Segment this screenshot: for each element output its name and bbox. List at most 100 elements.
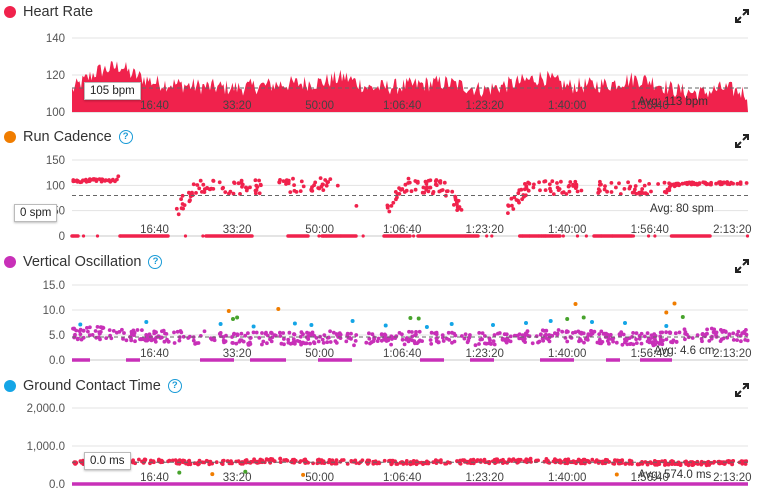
- x-tick-label: 1:56:40: [631, 224, 669, 236]
- data-point: [428, 185, 433, 190]
- expand-icon[interactable]: [735, 383, 749, 397]
- data-point: [742, 459, 747, 464]
- vertical-oscillation-chart[interactable]: 0.0 5.0 10.0 15.0 Avg: 4.6 cm 16:40 33:20 50:00…: [0, 250, 759, 372]
- data-point: [649, 461, 654, 466]
- data-point: [459, 208, 464, 212]
- data-point: [563, 458, 567, 463]
- data-point: [177, 470, 182, 475]
- data-point: [721, 336, 726, 341]
- data-point: [538, 188, 542, 193]
- x-tick-label: 16:40: [140, 348, 169, 360]
- data-point: [720, 330, 725, 334]
- data-point: [509, 196, 514, 201]
- x-tick-label: 1:40:00: [548, 472, 586, 484]
- data-point: [664, 310, 669, 315]
- data-point: [622, 187, 627, 191]
- data-point: [160, 234, 164, 238]
- data-point: [383, 323, 388, 328]
- data-point: [176, 212, 181, 217]
- data-point: [638, 179, 642, 183]
- data-point: [537, 180, 541, 185]
- data-point: [201, 234, 205, 238]
- data-point: [339, 234, 343, 238]
- data-point: [344, 339, 349, 344]
- data-point: [292, 321, 297, 326]
- data-point: [609, 181, 614, 185]
- data-point: [695, 333, 700, 337]
- help-icon[interactable]: ?: [148, 255, 163, 269]
- data-point: [87, 333, 92, 338]
- data-point: [121, 337, 125, 341]
- vertical-oscillation-title-label: Vertical Oscillation: [23, 254, 142, 270]
- data-point: [573, 179, 578, 184]
- heart-rate-chart[interactable]: 100 120 140 Avg: 113 bpm 16:40 33:20 50:00 1:06…: [0, 0, 759, 122]
- data-point: [270, 457, 275, 461]
- help-icon[interactable]: ?: [118, 130, 133, 144]
- data-point: [349, 331, 353, 336]
- data-point: [527, 234, 532, 238]
- data-point: [426, 178, 431, 183]
- data-point: [455, 459, 460, 464]
- data-point: [647, 339, 652, 344]
- data-point: [81, 328, 86, 333]
- data-point: [735, 332, 739, 337]
- expand-icon[interactable]: [735, 259, 749, 273]
- data-point: [159, 335, 164, 340]
- data-point: [579, 188, 584, 193]
- data-point: [652, 461, 657, 466]
- help-icon[interactable]: ?: [167, 379, 182, 393]
- data-point: [578, 337, 582, 341]
- data-point: [95, 234, 100, 238]
- data-point: [553, 331, 557, 335]
- data-point: [568, 180, 573, 184]
- data-point: [559, 179, 563, 184]
- data-point: [383, 333, 388, 338]
- data-point: [670, 340, 675, 345]
- data-point: [270, 335, 275, 340]
- data-point: [548, 319, 553, 323]
- data-point: [532, 182, 536, 187]
- data-point: [360, 458, 365, 463]
- vertical-oscillation-panel: Vertical Oscillation ? 0.0 5.0 10.0 15.0 Avg…: [0, 250, 759, 372]
- data-point: [78, 322, 83, 327]
- data-point: [618, 192, 623, 196]
- data-point: [137, 457, 141, 462]
- data-point: [180, 202, 185, 206]
- data-point: [132, 330, 137, 335]
- data-point: [88, 178, 93, 183]
- x-tick-label: 2:13:20: [713, 224, 751, 236]
- data-point: [739, 339, 743, 344]
- data-point: [294, 190, 299, 194]
- data-point: [116, 174, 121, 179]
- data-point: [287, 330, 292, 335]
- data-point: [77, 329, 82, 333]
- data-point: [431, 190, 436, 194]
- data-point: [616, 459, 620, 464]
- data-point: [153, 339, 158, 344]
- data-point: [164, 332, 169, 336]
- data-point: [709, 182, 713, 187]
- data-point: [328, 329, 332, 334]
- x-tick-label: 1:06:40: [383, 224, 421, 236]
- data-point: [468, 333, 472, 337]
- data-point: [354, 204, 359, 208]
- data-point: [402, 190, 407, 194]
- expand-icon[interactable]: [735, 134, 749, 148]
- data-point: [239, 338, 244, 343]
- data-point: [200, 460, 205, 465]
- data-point: [623, 321, 627, 325]
- data-point: [406, 176, 411, 181]
- data-point: [662, 180, 667, 185]
- data-point: [413, 187, 418, 192]
- ground-contact-time-chart[interactable]: 0.0 1,000.0 2,000.0 Avg: 574.0 ms 16:40 33:20…: [0, 374, 759, 493]
- data-point: [320, 337, 325, 342]
- data-point: [152, 460, 156, 465]
- data-point: [437, 189, 442, 194]
- data-point: [723, 329, 728, 334]
- data-point: [400, 187, 405, 192]
- expand-icon[interactable]: [735, 9, 749, 23]
- data-point: [174, 206, 179, 211]
- data-point: [310, 330, 315, 335]
- data-point: [510, 203, 514, 208]
